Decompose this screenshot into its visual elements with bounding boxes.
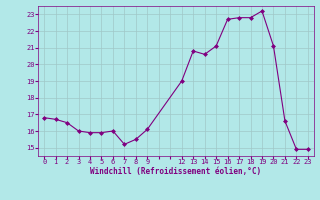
X-axis label: Windchill (Refroidissement éolien,°C): Windchill (Refroidissement éolien,°C) — [91, 167, 261, 176]
